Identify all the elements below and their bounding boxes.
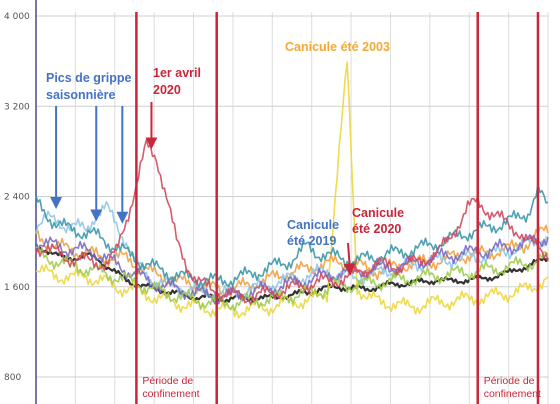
- series-line: [34, 243, 549, 303]
- confinement-period-label: Période de: [142, 375, 193, 387]
- series-line: [35, 234, 549, 305]
- y-axis-ticks: 800 1 600 2 400 3 200 4 000: [4, 12, 30, 383]
- confinement-period-label: Période de: [484, 375, 535, 387]
- y-tick-label: 2 400: [4, 193, 30, 203]
- series-lines: [34, 61, 549, 319]
- annotation-canicule2020-text: Canicule: [352, 206, 404, 220]
- y-tick-label: 4 000: [4, 12, 30, 22]
- y-tick-label: 800: [4, 373, 21, 383]
- annotation-canicule2003-text: Canicule été 2003: [285, 40, 390, 54]
- annotation-canicule2019-text: Canicule: [287, 218, 339, 232]
- annotation-avril-text: 1er avril: [153, 66, 201, 80]
- annotation-grippe-text: Pics de grippe: [46, 71, 131, 85]
- annotation-grippe-text: saisonnière: [46, 88, 116, 102]
- y-tick-label: 3 200: [4, 102, 30, 112]
- annotation-avril-text: 2020: [153, 83, 181, 97]
- annotations: Pics de grippe saisonnière 1er avril 2020 Ca…: [46, 40, 404, 276]
- series-line: [35, 183, 549, 289]
- series-line: [35, 224, 549, 298]
- confinement-period-label: confinement: [142, 388, 199, 400]
- y-tick-label: 1 600: [4, 283, 30, 293]
- series-line: [35, 139, 549, 306]
- series-line: [35, 246, 549, 312]
- confinement-period-label: confinement: [484, 388, 541, 400]
- grid: [35, 0, 549, 404]
- annotation-canicule2020-text: été 2020: [352, 222, 401, 236]
- annotation-canicule2019-text: été 2019: [287, 234, 336, 248]
- annotation-canicule2020-arrow: [343, 242, 356, 276]
